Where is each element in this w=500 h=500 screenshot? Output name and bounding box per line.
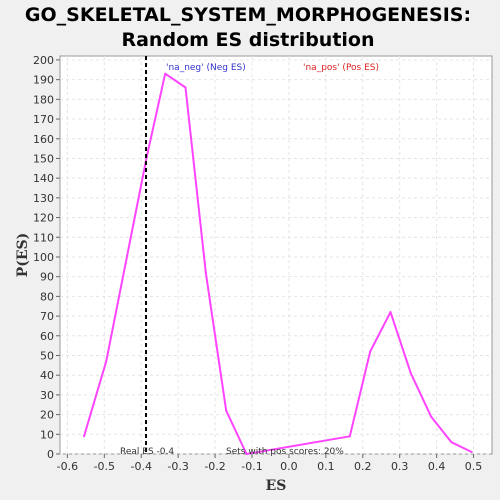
y-tick-label: 200	[33, 54, 54, 67]
x-tick-label: 0.5	[465, 460, 483, 473]
data-point	[204, 271, 207, 274]
data-point	[369, 350, 372, 353]
chart-title-line2: Random ES distribution	[121, 29, 374, 51]
y-tick-label: 0	[47, 448, 54, 461]
pos-scores-label: Sets with pos scores: 20%	[226, 447, 344, 457]
data-point	[164, 72, 167, 75]
x-tick-label: 0.2	[354, 460, 372, 473]
data-point	[245, 453, 248, 455]
legend-entry: 'na_pos' (Pos ES)	[303, 63, 379, 73]
y-tick-label: 20	[40, 409, 54, 422]
data-point	[430, 415, 433, 418]
y-tick-label: 30	[40, 389, 54, 402]
x-tick-label: 0.0	[280, 460, 298, 473]
plot-marks	[83, 56, 473, 455]
series-line	[83, 72, 473, 455]
y-tick-label: 50	[40, 349, 54, 362]
legend-entry: 'na_neg' (Neg ES)	[166, 63, 246, 73]
x-tick-label: -0.6	[57, 460, 78, 473]
y-tick-label: 10	[40, 428, 54, 441]
x-tick-label: -0.4	[130, 460, 151, 473]
y-tick-label: 100	[33, 251, 54, 264]
x-tick-label: 0.1	[317, 460, 335, 473]
legend: 'na_neg' (Neg ES) 'na_pos' (Pos ES)	[166, 63, 379, 73]
data-point	[470, 451, 473, 454]
y-tick-label: 110	[33, 231, 54, 244]
x-axis-label: ES	[266, 478, 287, 494]
x-tick-label: 0.3	[391, 460, 409, 473]
x-tick-label: -0.2	[204, 460, 225, 473]
y-axis: 0 10 20 30 40 50 60 70 80 90 100 110 120 130 140 150 160…	[33, 54, 60, 461]
data-point	[348, 435, 351, 438]
chart-title-line1: GO_SKELETAL_SYSTEM_MORPHOGENESIS:	[25, 4, 471, 26]
x-tick-label: -0.1	[241, 460, 262, 473]
plot-area	[59, 55, 493, 455]
data-point	[105, 360, 108, 363]
y-tick-label: 130	[33, 192, 54, 205]
data-point	[225, 409, 228, 412]
y-tick-label: 160	[33, 133, 54, 146]
x-tick-label: -0.3	[167, 460, 188, 473]
y-tick-label: 170	[33, 113, 54, 126]
real-es-label: Real ES -0.4	[120, 447, 174, 457]
grid	[60, 56, 492, 455]
y-tick-label: 40	[40, 369, 54, 382]
y-tick-label: 180	[33, 93, 54, 106]
data-point	[389, 311, 392, 314]
y-tick-label: 90	[40, 271, 54, 284]
data-point	[184, 86, 187, 89]
x-axis: -0.6 -0.5 -0.4 -0.3 -0.2 -0.1 0.0 0.1 0.2 0.3 0.4 0…	[57, 454, 483, 473]
y-tick-label: 70	[40, 310, 54, 323]
y-tick-label: 60	[40, 330, 54, 343]
data-point	[450, 441, 453, 444]
x-tick-label: 0.4	[428, 460, 446, 473]
y-tick-label: 120	[33, 212, 54, 225]
y-tick-label: 80	[40, 290, 54, 303]
y-tick-label: 140	[33, 172, 54, 185]
y-tick-label: 190	[33, 74, 54, 87]
data-point	[125, 257, 128, 260]
x-tick-label: -0.5	[94, 460, 115, 473]
y-axis-label: P(ES)	[15, 233, 31, 278]
y-tick-label: 150	[33, 152, 54, 165]
data-point	[409, 372, 412, 375]
data-point	[83, 435, 85, 438]
